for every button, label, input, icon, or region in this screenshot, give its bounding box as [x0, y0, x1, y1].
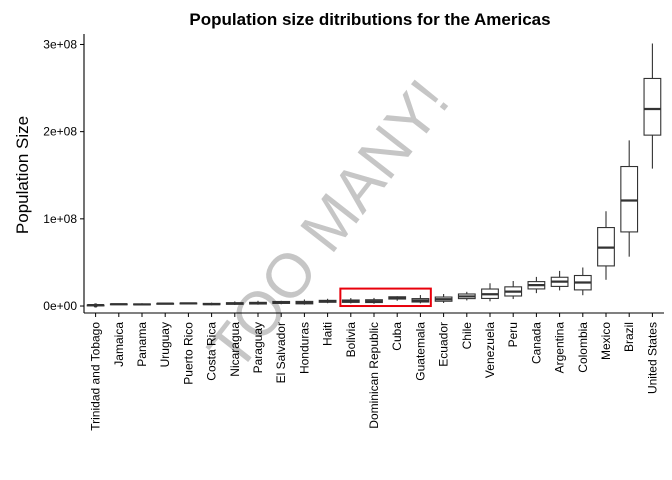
chart-title: Population size ditributions for the Ame…: [189, 10, 550, 29]
x-tick-label: Chile: [460, 322, 474, 350]
y-tick-label: 1e+08: [43, 212, 77, 226]
x-tick-label: Trinidad and Tobago: [89, 322, 103, 431]
y-tick-label: 3e+08: [43, 37, 77, 51]
x-tick-label: Puerto Rico: [181, 322, 195, 385]
x-tick-label: Brazil: [622, 322, 636, 352]
x-tick-label: United States: [645, 322, 659, 394]
x-tick-label: Honduras: [297, 322, 311, 374]
x-tick-label: Colombia: [576, 322, 590, 373]
highlight-box: [339, 287, 432, 308]
y-tick-label: 2e+08: [43, 125, 77, 139]
x-tick-label: Paraguay: [251, 322, 265, 373]
box-united-states: [643, 77, 662, 136]
outlier-point: [93, 303, 98, 308]
x-tick-label: Uruguay: [158, 322, 172, 367]
x-tick-label: Bolivia: [344, 322, 358, 358]
x-tick-label: Dominican Republic: [367, 322, 381, 429]
y-tick-label: 0e+00: [43, 299, 77, 313]
x-tick-label: Panama: [135, 322, 149, 367]
x-tick-label: Argentina: [553, 322, 567, 374]
x-tick-label: El Salvador: [274, 322, 288, 383]
x-tick-label: Venezuela: [483, 322, 497, 378]
x-tick-label: Costa Rica: [205, 322, 219, 381]
x-tick-label: Jamaica: [112, 322, 126, 367]
x-tick-label: Peru: [506, 322, 520, 347]
y-axis-label: Population Size: [13, 116, 32, 234]
x-tick-label: Canada: [529, 322, 543, 364]
x-tick-label: Mexico: [599, 322, 613, 360]
x-tick-label: Ecuador: [437, 322, 451, 367]
x-tick-label: Haiti: [321, 322, 335, 346]
plot-area: 0e+00 1e+08 2e+08 3e+08 Trinidad and Tobago J…: [43, 34, 664, 431]
x-tick-label: Cuba: [390, 322, 404, 351]
box-brazil: [620, 165, 639, 233]
x-tick-label: Nicaragua: [228, 322, 242, 377]
x-tick-label: Guatemala: [413, 322, 427, 381]
